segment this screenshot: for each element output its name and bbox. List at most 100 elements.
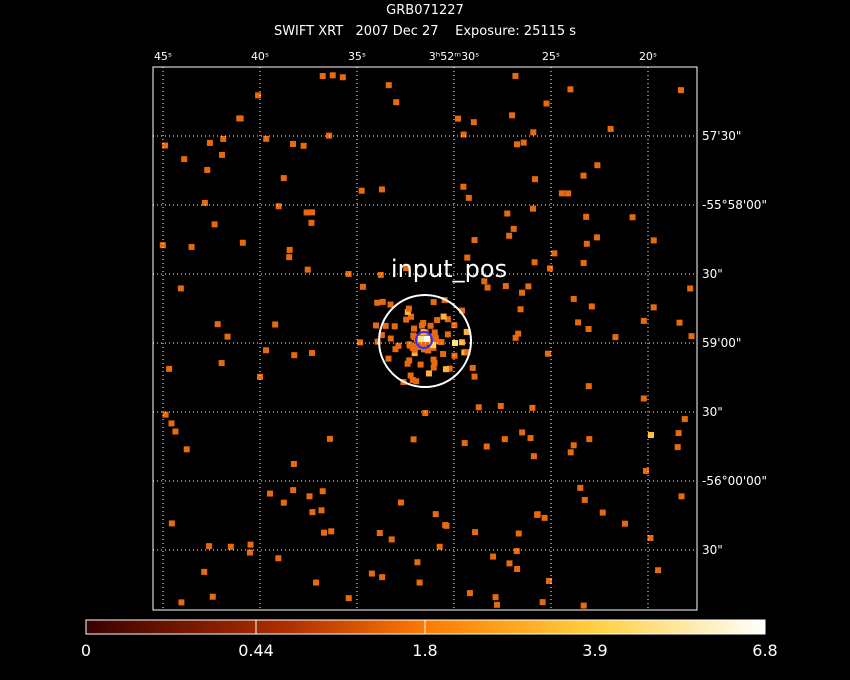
pixel	[546, 265, 553, 272]
dec-label: 30"	[702, 543, 723, 557]
pixel	[512, 72, 519, 79]
ra-label: 25ˢ	[542, 50, 560, 63]
pixel	[455, 115, 462, 122]
pixel	[588, 303, 595, 310]
pixel	[436, 543, 443, 550]
pixel	[430, 342, 436, 348]
pixel	[188, 243, 195, 250]
pixel	[255, 92, 262, 99]
pixel	[519, 429, 526, 436]
pixel	[359, 283, 366, 290]
pixel	[328, 528, 335, 535]
pixel	[239, 239, 246, 246]
pixel	[206, 543, 213, 550]
pixel	[395, 342, 402, 349]
pixel	[168, 520, 175, 527]
pixel	[209, 593, 216, 600]
pixel	[642, 467, 649, 474]
labels: 45ˢ 40ˢ 35ˢ 3ʰ52ᵐ30ˢ 25ˢ 20ˢ 57'30" -55°58'00" 3…	[81, 50, 778, 660]
pixel	[461, 440, 468, 447]
pixel	[678, 493, 685, 500]
pixel	[417, 339, 424, 346]
pixel	[218, 360, 225, 367]
pixel	[382, 322, 389, 329]
region-label: input_pos	[391, 255, 507, 283]
pixel	[520, 139, 527, 146]
pixel	[464, 254, 471, 261]
pixel	[306, 493, 313, 500]
pixel	[409, 376, 416, 383]
pixel	[385, 82, 392, 89]
pixel	[309, 509, 316, 516]
pixel	[475, 404, 482, 411]
dec-label: -55°58'00"	[702, 198, 767, 212]
pixel	[376, 529, 383, 536]
pixel	[675, 430, 682, 437]
pixel	[648, 432, 654, 438]
pixel	[458, 307, 465, 314]
pixel	[471, 373, 478, 380]
colorbar-label: 3.9	[582, 641, 607, 660]
pixel	[403, 265, 410, 272]
pixel	[219, 151, 226, 158]
pixel	[280, 499, 287, 506]
pixel	[650, 304, 657, 311]
pixel	[513, 141, 520, 148]
pixel	[220, 135, 227, 142]
pixel	[677, 87, 684, 94]
pixel	[432, 511, 439, 518]
pixel	[463, 328, 470, 335]
source-region	[378, 294, 472, 388]
pixel	[565, 190, 572, 197]
pixel	[599, 509, 606, 516]
colorbar-label: 0	[81, 641, 91, 660]
pixel	[583, 213, 590, 220]
pixel	[460, 183, 467, 190]
ra-label: 40ˢ	[251, 50, 269, 63]
pixel	[530, 129, 537, 136]
pixel	[227, 543, 234, 550]
pixel	[575, 319, 582, 326]
pixel	[411, 325, 418, 332]
pixel	[204, 166, 211, 173]
pixel	[517, 306, 524, 313]
pixel	[470, 119, 477, 126]
pixel	[567, 86, 574, 93]
pixel	[418, 336, 424, 342]
pixel	[263, 135, 270, 142]
pixel	[506, 232, 513, 239]
pixel	[290, 460, 297, 467]
pixel	[570, 295, 577, 302]
pixel	[607, 125, 614, 132]
pixel	[534, 511, 541, 518]
pixel	[304, 266, 311, 273]
pixel	[647, 534, 654, 541]
pixel	[291, 352, 298, 359]
pixel	[431, 329, 438, 336]
pixel	[443, 522, 450, 529]
pixel	[515, 330, 522, 337]
pixel	[681, 416, 688, 423]
pixel	[424, 347, 431, 354]
pixel	[319, 73, 326, 80]
pixel	[345, 595, 352, 602]
pixel	[513, 548, 520, 555]
pixel	[532, 176, 539, 183]
pixel	[410, 436, 417, 443]
pixel	[206, 139, 213, 146]
pixel	[178, 599, 185, 606]
pixel	[309, 350, 316, 357]
colorbar-label: 1.8	[412, 641, 437, 660]
pixel	[585, 383, 592, 390]
pixel	[421, 341, 428, 348]
pixel	[300, 142, 307, 149]
pixel	[593, 234, 600, 241]
pixel	[404, 360, 411, 367]
pixel	[246, 549, 253, 556]
pixel	[162, 411, 169, 418]
pixel	[529, 404, 536, 411]
pixel	[224, 333, 231, 340]
pixel	[440, 351, 447, 358]
